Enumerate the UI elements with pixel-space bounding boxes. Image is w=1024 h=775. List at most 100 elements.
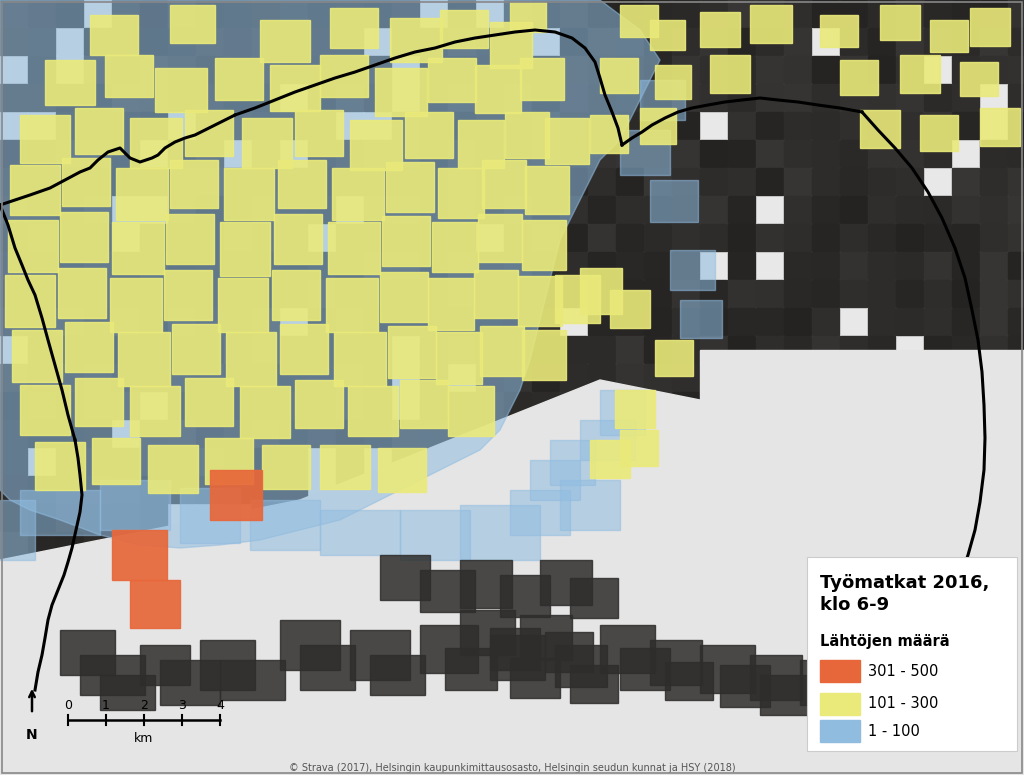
- Bar: [840, 280, 867, 307]
- Bar: [364, 252, 391, 279]
- Bar: [644, 168, 671, 195]
- Bar: [28, 420, 55, 447]
- Bar: [0, 252, 27, 279]
- Bar: [616, 56, 643, 83]
- Bar: [28, 336, 55, 363]
- Bar: [449, 168, 475, 195]
- Bar: [0, 196, 27, 223]
- Bar: [84, 84, 111, 111]
- Bar: [280, 336, 307, 363]
- Bar: [252, 84, 279, 111]
- Bar: [588, 112, 615, 139]
- Bar: [1008, 308, 1024, 335]
- Bar: [280, 420, 307, 447]
- Bar: [308, 196, 335, 223]
- Bar: [700, 336, 727, 363]
- Bar: [644, 308, 671, 335]
- Bar: [720, 665, 770, 707]
- Bar: [406, 112, 453, 158]
- Bar: [112, 530, 167, 580]
- Bar: [532, 336, 559, 363]
- Bar: [224, 196, 251, 223]
- Bar: [75, 108, 123, 154]
- Bar: [168, 308, 195, 335]
- Bar: [812, 336, 839, 363]
- Bar: [326, 278, 378, 332]
- Bar: [476, 140, 503, 167]
- Bar: [140, 252, 167, 279]
- Bar: [896, 0, 923, 27]
- Bar: [532, 56, 559, 83]
- Bar: [112, 140, 139, 167]
- Bar: [532, 280, 559, 307]
- Bar: [295, 380, 343, 428]
- Bar: [476, 308, 503, 335]
- Bar: [900, 55, 940, 93]
- Bar: [224, 252, 251, 279]
- Bar: [196, 28, 223, 55]
- Bar: [280, 0, 307, 27]
- Bar: [560, 252, 587, 279]
- Bar: [168, 476, 195, 503]
- Bar: [812, 392, 839, 419]
- Bar: [644, 420, 671, 447]
- Bar: [280, 324, 328, 374]
- Bar: [392, 560, 419, 587]
- Bar: [449, 224, 475, 251]
- Bar: [196, 476, 223, 503]
- Bar: [252, 140, 279, 167]
- Bar: [616, 476, 643, 503]
- Bar: [655, 65, 691, 99]
- Bar: [840, 112, 867, 139]
- Bar: [650, 180, 698, 222]
- Bar: [616, 504, 643, 531]
- Bar: [378, 448, 426, 492]
- Bar: [0, 532, 27, 559]
- Bar: [140, 504, 167, 531]
- Bar: [924, 84, 951, 111]
- Bar: [62, 158, 110, 206]
- Bar: [644, 112, 671, 139]
- Bar: [56, 336, 83, 363]
- Bar: [84, 28, 111, 55]
- Bar: [756, 448, 783, 475]
- Bar: [224, 112, 251, 139]
- Text: 1 - 100: 1 - 100: [868, 724, 920, 739]
- Bar: [56, 196, 83, 223]
- Bar: [112, 0, 139, 27]
- Bar: [308, 252, 335, 279]
- Bar: [0, 420, 27, 447]
- Text: 1: 1: [102, 699, 110, 712]
- Bar: [334, 332, 386, 386]
- Bar: [196, 336, 223, 363]
- Bar: [280, 532, 307, 559]
- Bar: [0, 500, 35, 560]
- Bar: [896, 28, 923, 55]
- Bar: [392, 280, 419, 307]
- Bar: [644, 476, 671, 503]
- Bar: [428, 58, 476, 102]
- Bar: [476, 112, 503, 139]
- Bar: [308, 308, 335, 335]
- Bar: [420, 56, 447, 83]
- Bar: [812, 252, 839, 279]
- Bar: [336, 28, 362, 55]
- Bar: [478, 214, 522, 262]
- Bar: [140, 645, 190, 685]
- Bar: [644, 504, 671, 531]
- Bar: [28, 168, 55, 195]
- Bar: [210, 470, 262, 520]
- Bar: [1008, 252, 1024, 279]
- Bar: [112, 364, 139, 391]
- Bar: [1008, 140, 1024, 167]
- Bar: [505, 112, 549, 158]
- Bar: [364, 476, 391, 503]
- Bar: [868, 84, 895, 111]
- Bar: [130, 580, 180, 628]
- Bar: [28, 280, 55, 307]
- Bar: [0, 392, 27, 419]
- Bar: [328, 222, 380, 274]
- Bar: [924, 0, 951, 27]
- Bar: [756, 364, 783, 391]
- Bar: [308, 168, 335, 195]
